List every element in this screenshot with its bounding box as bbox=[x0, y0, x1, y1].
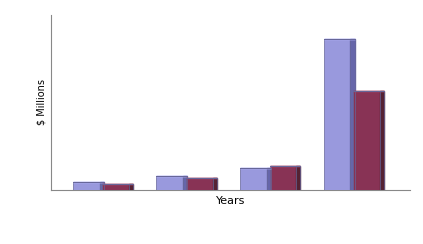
Polygon shape bbox=[267, 168, 271, 190]
Polygon shape bbox=[213, 178, 217, 190]
Polygon shape bbox=[183, 176, 187, 190]
Polygon shape bbox=[99, 182, 104, 190]
Polygon shape bbox=[380, 91, 384, 190]
X-axis label: Years: Years bbox=[216, 196, 245, 206]
Bar bbox=[73, 182, 99, 190]
Polygon shape bbox=[296, 166, 300, 190]
Y-axis label: $ Millions: $ Millions bbox=[37, 80, 47, 125]
Bar bbox=[102, 184, 129, 190]
Bar bbox=[157, 176, 183, 190]
Bar bbox=[353, 91, 380, 190]
Bar bbox=[186, 178, 213, 190]
Bar bbox=[324, 39, 350, 190]
Polygon shape bbox=[129, 184, 133, 190]
Bar bbox=[269, 166, 296, 190]
Polygon shape bbox=[350, 39, 354, 190]
Bar bbox=[240, 168, 267, 190]
